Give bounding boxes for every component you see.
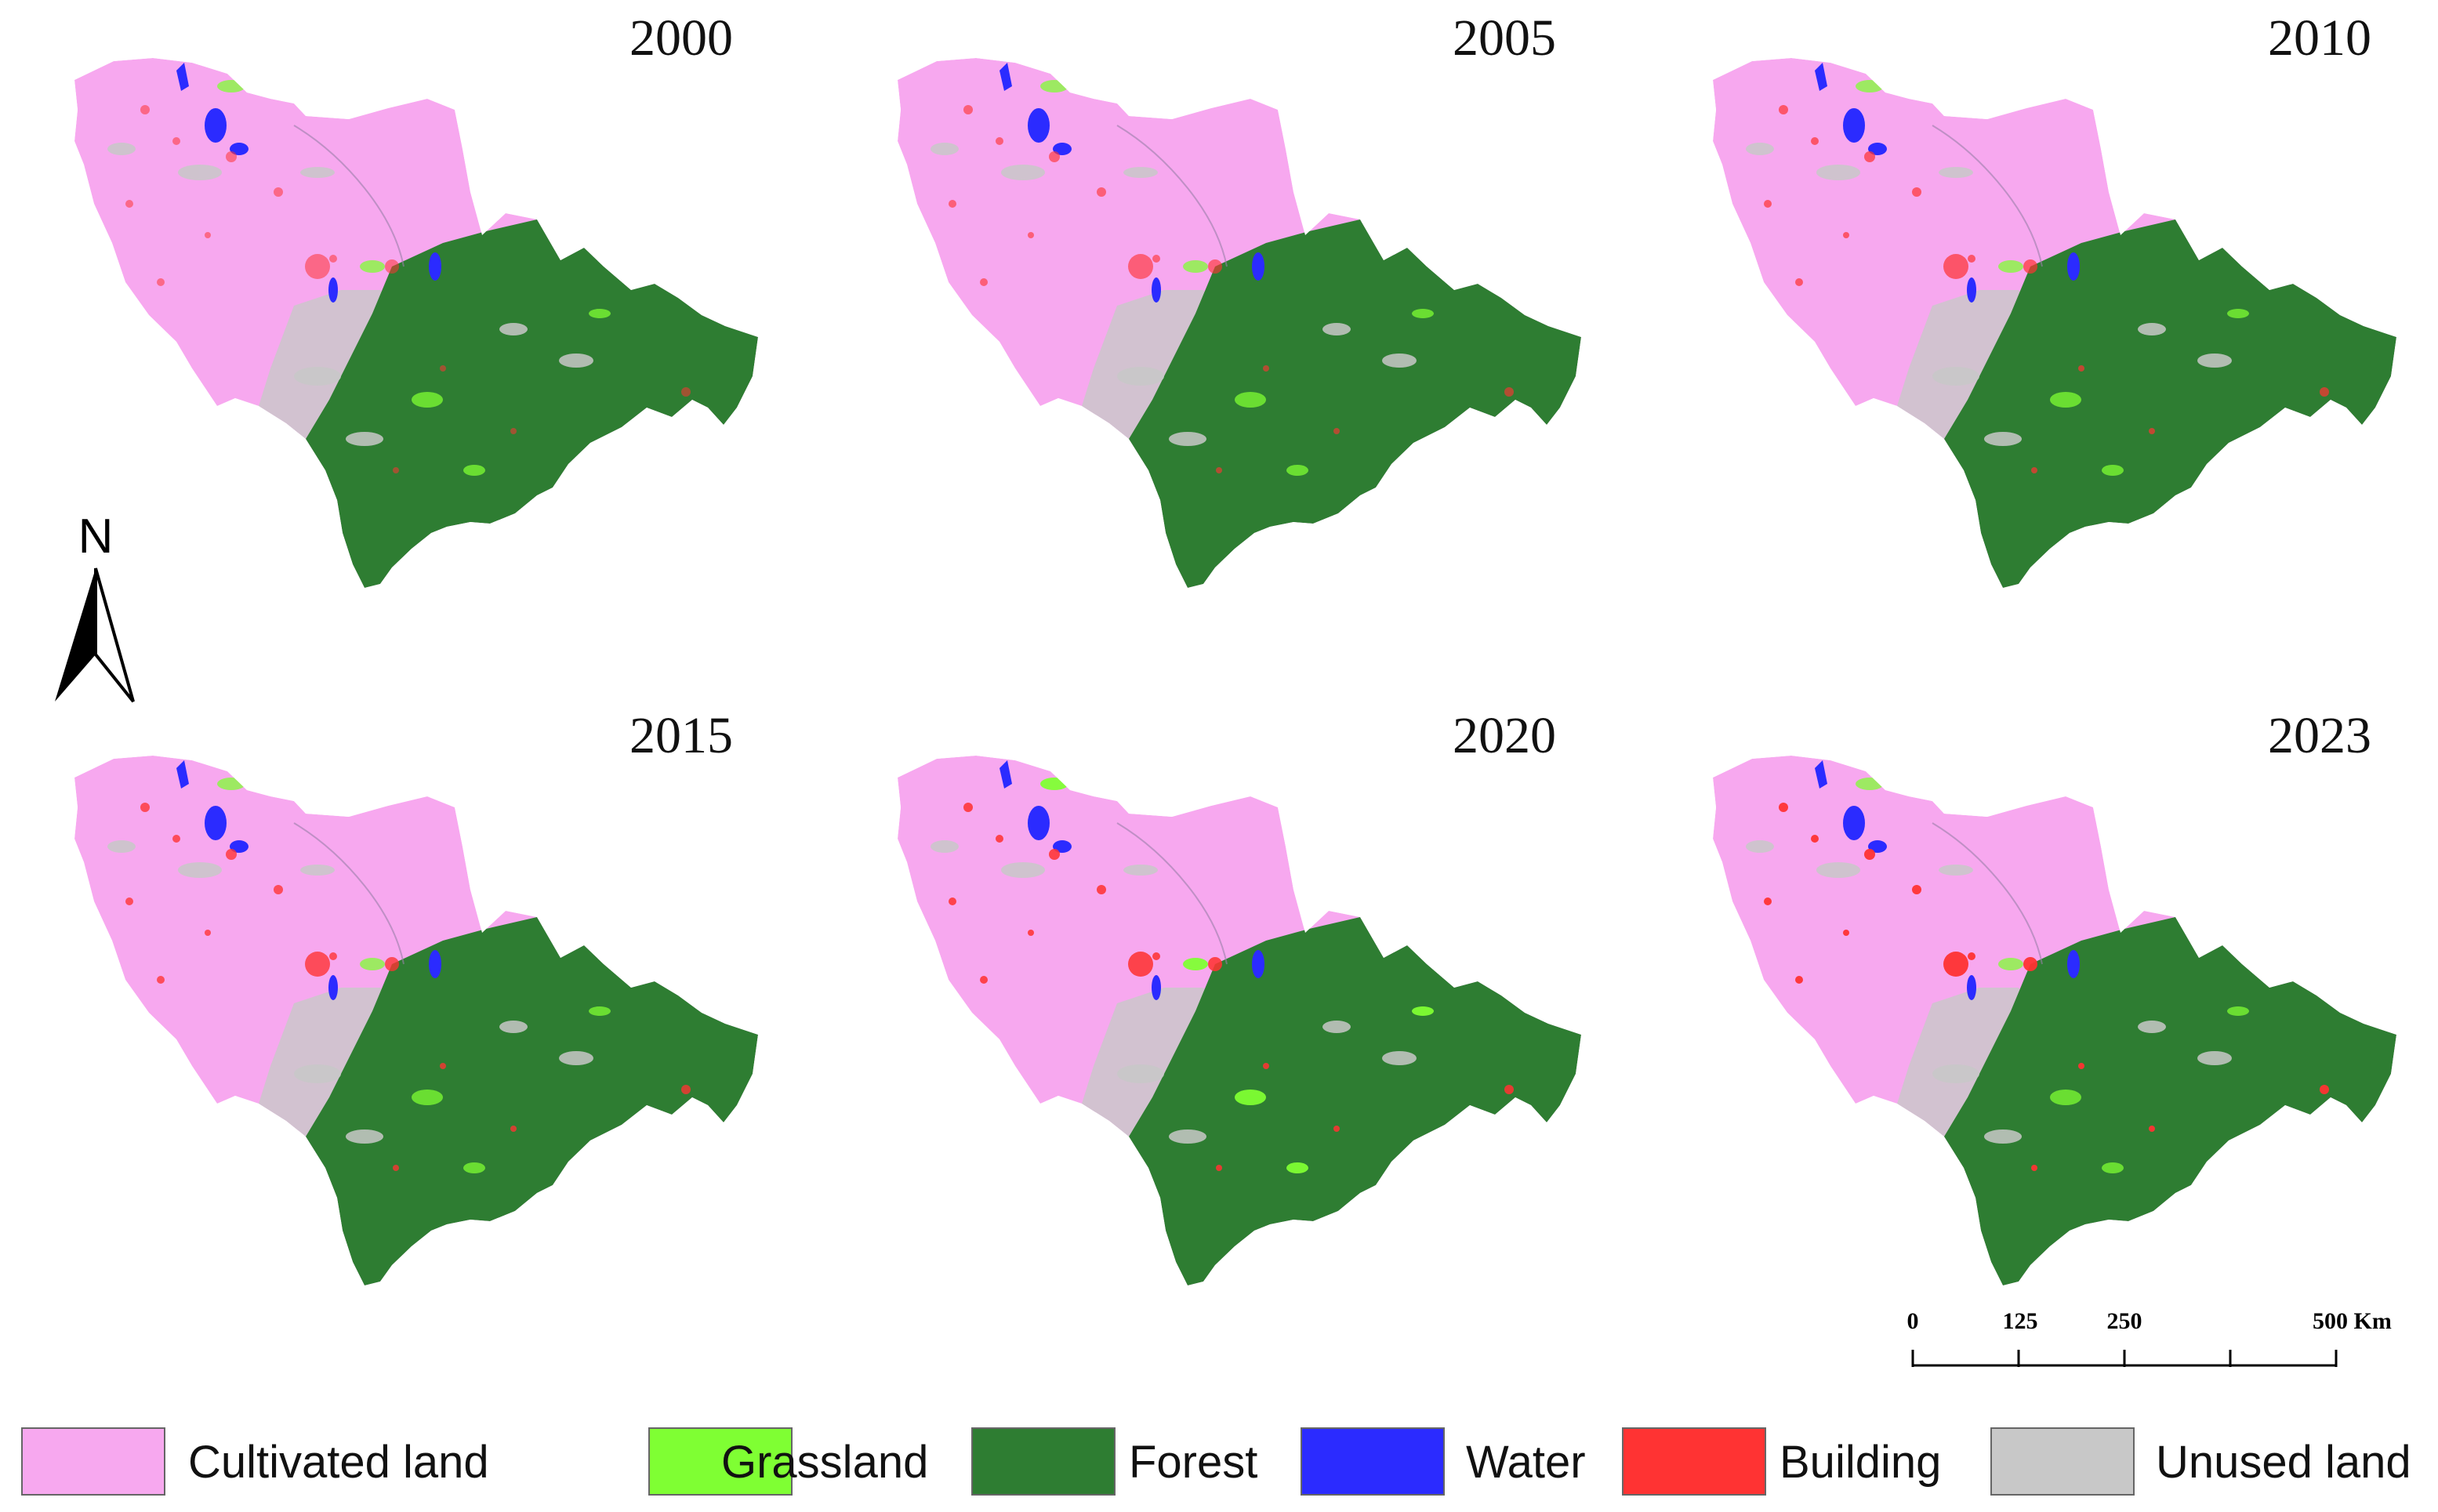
legend-label-building: Building (1780, 1437, 1941, 1488)
land-use-map-2010 (1713, 58, 2396, 588)
legend-label-forest: Forest (1129, 1437, 1257, 1488)
building-patches (125, 803, 691, 1171)
panel-year-2010: 2010 (2268, 9, 2371, 67)
north-arrow-icon (55, 568, 96, 702)
panel-year-2005: 2005 (1453, 9, 1556, 67)
legend-label-unused-land: Unused land (2156, 1437, 2411, 1488)
north-arrow: N (55, 509, 135, 703)
water-bodies (176, 760, 441, 1000)
scale-tick-125: 125 (2003, 1308, 2038, 1334)
land-use-map-2023 (1713, 756, 2396, 1285)
building-patches (1764, 105, 2329, 473)
land-use-map-2015 (74, 756, 758, 1285)
panel-year-2023: 2023 (2268, 707, 2371, 764)
building-patches (125, 105, 691, 473)
land-use-map-2000 (74, 58, 758, 588)
scale-tick-250: 250 (2107, 1308, 2142, 1334)
legend-label-cultivated-land: Cultivated land (188, 1437, 489, 1488)
water-bodies (1000, 760, 1264, 1000)
panel-year-2000: 2000 (629, 9, 733, 67)
scale-bar: 0 125 250 500 Km (1907, 1308, 2392, 1367)
legend-swatch-forest (971, 1427, 1116, 1496)
scale-tick-500: 500 Km (2313, 1308, 2392, 1334)
panel-year-2020: 2020 (1453, 707, 1556, 764)
panel-year-2015: 2015 (629, 707, 733, 764)
land-use-map-2005 (898, 58, 1581, 588)
water-bodies (1815, 63, 2080, 303)
building-patches (1764, 803, 2329, 1171)
legend: Cultivated land Grassland Forest Water Build… (21, 1427, 2411, 1496)
legend-swatch-cultivated-land (21, 1427, 165, 1496)
legend-swatch-water (1301, 1427, 1445, 1496)
north-arrow-label: N (78, 509, 114, 564)
scale-tick-0: 0 (1907, 1308, 1919, 1334)
legend-swatch-unused-land (1990, 1427, 2135, 1496)
water-bodies (1000, 63, 1264, 303)
legend-swatch-building (1622, 1427, 1766, 1496)
north-arrow-outline-icon (94, 567, 135, 703)
legend-swatch-grassland (648, 1427, 793, 1496)
legend-label-water: Water (1466, 1437, 1586, 1488)
water-bodies (176, 63, 441, 303)
land-use-map-2020 (898, 756, 1581, 1285)
legend-label-grassland: Grassland (721, 1437, 928, 1488)
building-patches (949, 803, 1514, 1171)
building-patches (949, 105, 1514, 473)
water-bodies (1815, 760, 2080, 1000)
